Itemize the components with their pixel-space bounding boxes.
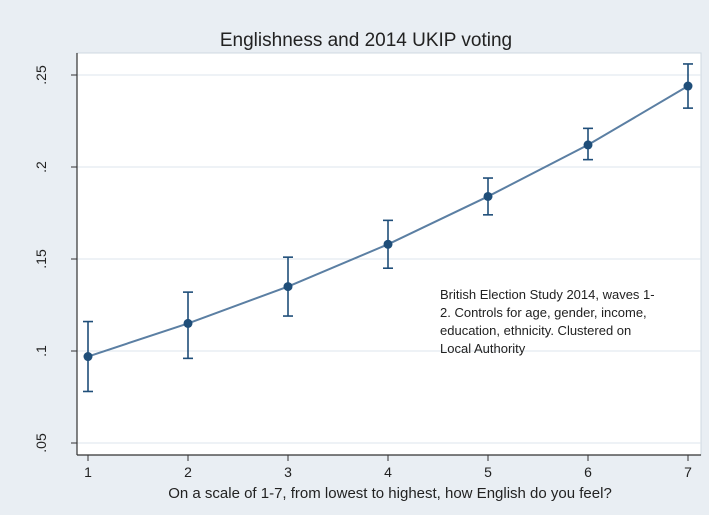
x-tick-label: 1	[84, 464, 92, 480]
y-tick-label: .2	[33, 161, 49, 173]
data-point	[383, 239, 393, 249]
axes: .05 .1 .15 .2 .25 1 2 3 4 5 6 7	[33, 53, 701, 480]
data-point	[183, 318, 193, 328]
data-point	[683, 81, 693, 91]
data-point	[483, 191, 493, 201]
x-tick-label: 6	[584, 464, 592, 480]
y-tick-label: .05	[33, 433, 49, 453]
y-tick-label: .15	[33, 249, 49, 269]
x-tick-label: 2	[184, 464, 192, 480]
x-tick-label: 7	[684, 464, 692, 480]
data-series	[83, 63, 693, 393]
x-tick-label: 4	[384, 464, 392, 480]
x-tick-label: 5	[484, 464, 492, 480]
annotation-text: British Election Study 2014, waves 1-2. …	[440, 287, 655, 356]
data-point	[83, 352, 93, 362]
y-tick-label: .25	[33, 65, 49, 85]
annotation-box: British Election Study 2014, waves 1-2. …	[440, 287, 655, 356]
x-axis-label: On a scale of 1-7, from lowest to highes…	[168, 485, 612, 502]
y-tick-label: .1	[33, 345, 49, 357]
chart-title: Englishness and 2014 UKIP voting	[220, 30, 512, 51]
x-tick-label: 3	[284, 464, 292, 480]
plot-area	[76, 52, 702, 456]
data-point	[583, 140, 593, 150]
grid-lines	[77, 74, 701, 444]
data-point	[283, 282, 293, 292]
